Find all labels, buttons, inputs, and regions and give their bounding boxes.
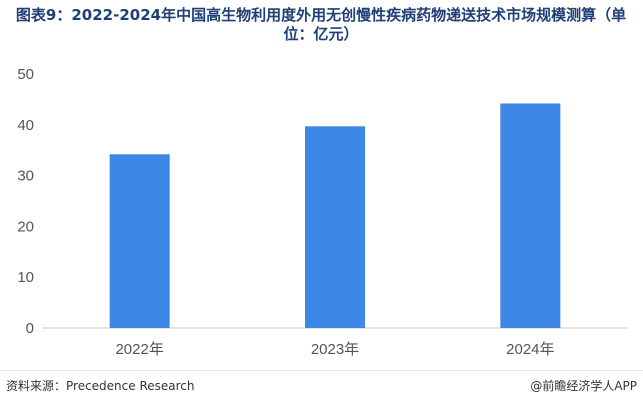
y-axis-ticks: 0 10 20 30 40 50 [17, 66, 34, 337]
y-tick-label: 30 [17, 168, 34, 185]
footer-divider [0, 370, 643, 371]
bar-2023年 [305, 126, 365, 328]
brand-credit: @前瞻经济学人APP [530, 379, 637, 393]
y-tick-label: 10 [17, 269, 34, 286]
y-tick-label: 50 [17, 66, 34, 83]
bar-chart: 0 10 20 30 40 50 2022年 2023年 2024年 [0, 58, 643, 368]
y-tick-label: 20 [17, 218, 34, 235]
x-tick-label: 2024年 [506, 341, 554, 358]
x-axis-ticks: 2022年 2023年 2024年 [115, 341, 554, 358]
x-tick-label: 2023年 [311, 341, 359, 358]
bars-group [109, 103, 561, 328]
y-tick-label: 0 [26, 320, 34, 337]
source-note: 资料来源：Precedence Research [6, 379, 195, 393]
y-tick-label: 40 [17, 117, 34, 134]
bar-2022年 [109, 154, 170, 328]
chart-svg: 0 10 20 30 40 50 2022年 2023年 2024年 [17, 66, 628, 358]
x-tick-label: 2022年 [115, 341, 163, 358]
bar-2024年 [500, 103, 561, 328]
chart-title: 图表9：2022-2024年中国高生物利用度外用无创慢性疾病药物递送技术市场规模… [15, 6, 627, 43]
